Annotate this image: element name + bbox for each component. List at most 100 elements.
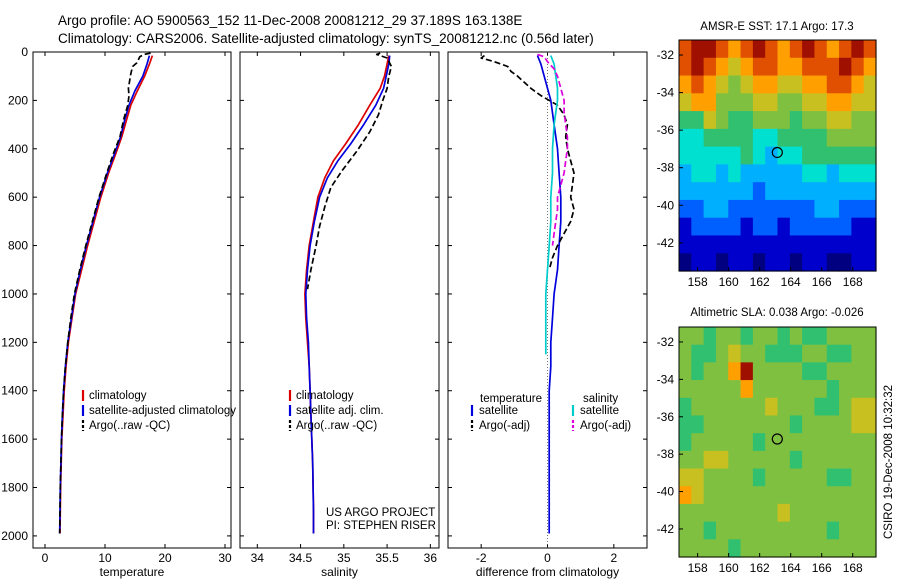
heatmap-cell xyxy=(715,468,729,487)
heatmap-cell xyxy=(777,397,791,417)
heatmap-cell xyxy=(777,486,791,505)
heatmap-cell xyxy=(691,450,705,470)
heatmap-cell xyxy=(777,468,791,487)
map-frame-sst_map xyxy=(678,39,877,272)
heatmap-cell xyxy=(863,380,877,399)
heatmap-cell xyxy=(851,146,865,165)
heatmap-cell xyxy=(802,146,816,165)
legend-label: climatology xyxy=(89,390,147,402)
heatmap-cell xyxy=(839,450,852,470)
heatmap-cell xyxy=(740,433,754,452)
heatmap-cell xyxy=(728,397,742,417)
heatmap-cell xyxy=(703,235,717,254)
heatmap-cell xyxy=(765,57,779,77)
heatmap-cell xyxy=(839,40,852,59)
heatmap-cell xyxy=(839,468,852,487)
heatmap-cell xyxy=(703,57,717,77)
annotation-text: US ARGO PROJECT xyxy=(326,507,435,519)
heatmap-cell xyxy=(740,199,754,219)
heatmap-cell xyxy=(679,433,692,452)
heatmap-cell xyxy=(851,327,865,346)
heatmap-cell xyxy=(679,521,692,540)
heatmap-cell xyxy=(851,199,865,219)
heatmap-cell xyxy=(789,450,803,470)
heatmap-cell xyxy=(691,468,705,487)
heatmap-cell xyxy=(814,415,828,434)
heatmap-cell xyxy=(789,128,803,148)
heatmap-cell xyxy=(802,450,816,470)
heatmap-cell xyxy=(740,397,754,417)
heatmap-cell xyxy=(851,450,865,470)
heatmap-cell xyxy=(765,199,779,219)
heatmap-cell xyxy=(814,217,828,237)
heatmap-cell xyxy=(814,362,828,381)
map-x-tick-label: 164 xyxy=(781,275,801,289)
heatmap-cell xyxy=(740,380,754,399)
heatmap-cell xyxy=(740,539,754,558)
legend-label: Argo(-adj) xyxy=(580,420,631,432)
heatmap-cell xyxy=(740,111,754,130)
heatmap-cell xyxy=(863,486,877,505)
heatmap-cell xyxy=(777,111,791,130)
heatmap-cell xyxy=(691,111,705,130)
heatmap-cell xyxy=(851,521,865,540)
heatmap-cell xyxy=(839,344,852,363)
heatmap-cell xyxy=(740,450,754,470)
x-tick-label: 30 xyxy=(218,551,232,565)
heatmap-cell xyxy=(839,57,852,77)
x-axis-label: salinity xyxy=(321,565,358,579)
heatmap-cell xyxy=(740,217,754,237)
heatmap-cell xyxy=(863,362,877,381)
heatmap-cell xyxy=(863,468,877,487)
heatmap-cell xyxy=(765,450,779,470)
heatmap-cell xyxy=(679,344,692,363)
heatmap-cell xyxy=(851,415,865,434)
heatmap-cell xyxy=(679,217,692,237)
heatmap-cell xyxy=(752,111,766,130)
heatmap-cell xyxy=(814,235,828,254)
heatmap-cell xyxy=(863,40,877,59)
heatmap-cell xyxy=(777,217,791,237)
map-x-tick-label: 168 xyxy=(843,275,863,289)
heatmap-cell xyxy=(851,468,865,487)
heatmap-cell xyxy=(777,362,791,381)
heatmap-cell xyxy=(715,199,729,219)
y-tick-label: 1800 xyxy=(1,481,28,495)
heatmap-cell xyxy=(728,217,742,237)
heatmap-cell xyxy=(777,164,791,183)
heatmap-cell xyxy=(691,253,705,272)
heatmap-cell xyxy=(679,415,692,434)
heatmap-cell xyxy=(851,235,865,254)
figure-title-line2: Climatology: CARS2006. Satellite-adjuste… xyxy=(58,31,594,46)
heatmap-cell xyxy=(703,380,717,399)
heatmap-cell xyxy=(728,235,742,254)
heatmap-cell xyxy=(715,344,729,363)
y-tick-label: 1600 xyxy=(1,432,28,446)
heatmap-cell xyxy=(752,450,766,470)
heatmap-cell xyxy=(826,57,840,77)
y-tick-label: 1000 xyxy=(1,287,28,301)
heatmap-cell xyxy=(777,199,791,219)
heatmap-cell xyxy=(814,397,828,417)
heatmap-cell xyxy=(765,415,779,434)
heatmap-cell xyxy=(851,253,865,272)
map-x-tick-label: 166 xyxy=(812,275,832,289)
map-x-tick-label: 160 xyxy=(719,275,739,289)
heatmap-cell xyxy=(715,164,729,183)
x-tick-label: 34 xyxy=(251,551,265,565)
heatmap-cell xyxy=(752,433,766,452)
heatmap-cell xyxy=(863,539,877,558)
heatmap-cell xyxy=(691,40,705,59)
heatmap-cell xyxy=(851,75,865,94)
heatmap-cell xyxy=(691,128,705,148)
y-tick-label: 1400 xyxy=(1,384,28,398)
heatmap-cell xyxy=(752,57,766,77)
heatmap-cell xyxy=(802,75,816,94)
heatmap-cell xyxy=(752,164,766,183)
heatmap-cell xyxy=(789,415,803,434)
heatmap-cell xyxy=(839,182,852,201)
heatmap-cell xyxy=(789,146,803,165)
heatmap-cell xyxy=(703,503,717,523)
heatmap-cell xyxy=(679,468,692,487)
heatmap-cell xyxy=(728,199,742,219)
